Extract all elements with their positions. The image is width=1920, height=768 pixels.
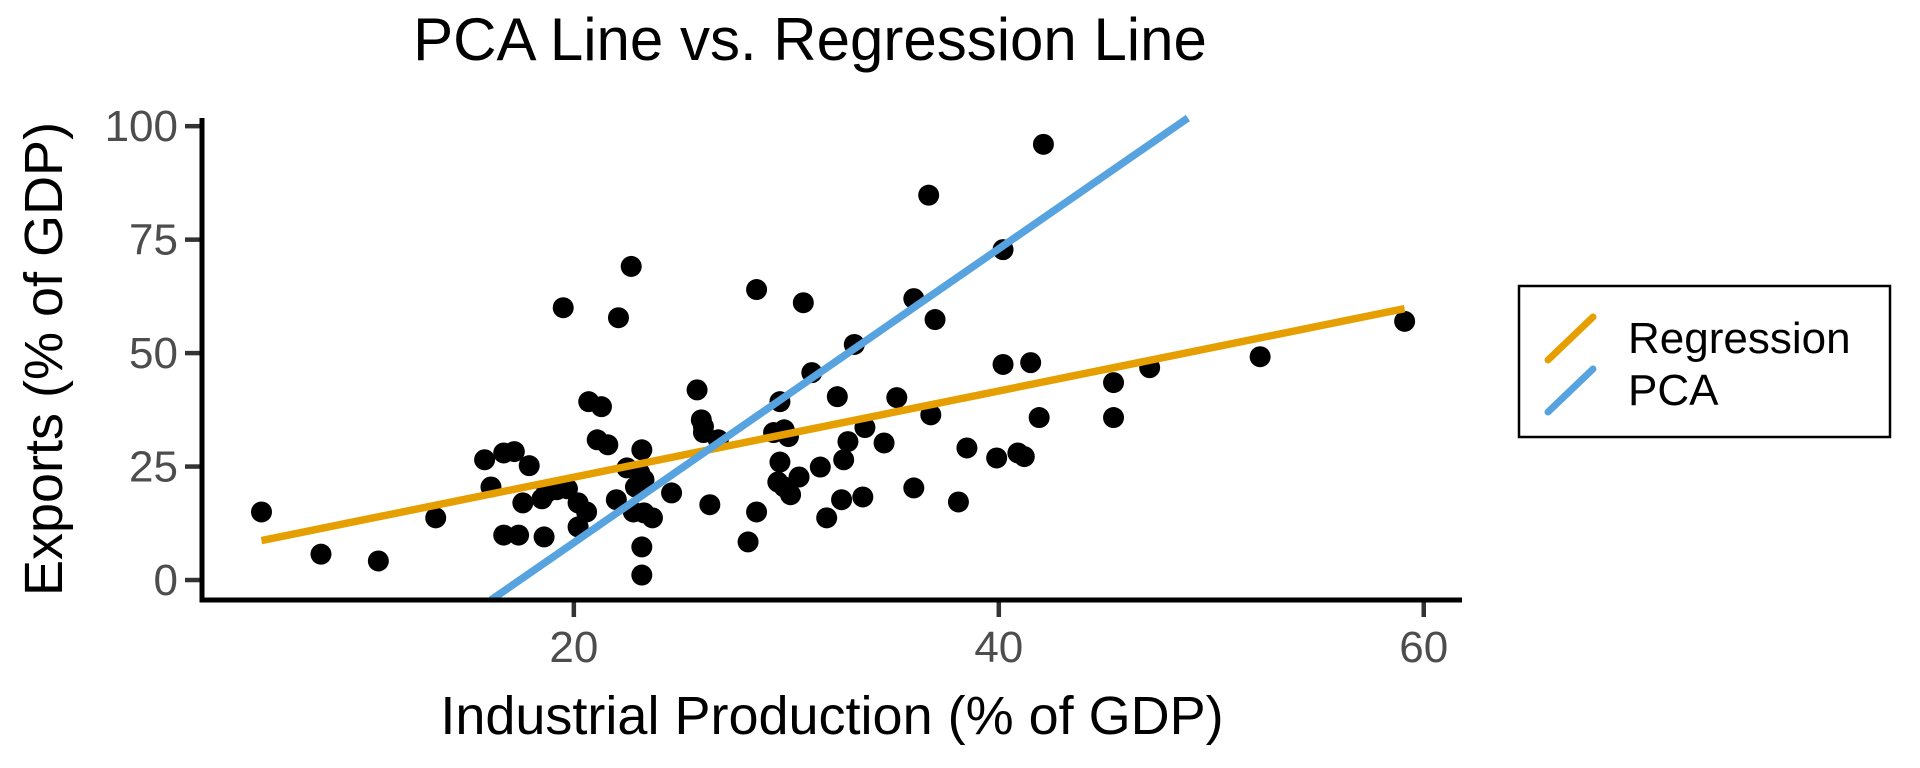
data-point: [809, 456, 831, 478]
data-point: [737, 531, 759, 553]
data-point: [1028, 407, 1050, 429]
legend-swatch-regression: [1544, 313, 1597, 364]
data-point: [1103, 407, 1125, 429]
data-point: [986, 447, 1008, 469]
legend-box: [1517, 284, 1892, 439]
fit-lines: [260, 114, 1406, 604]
data-point: [552, 297, 574, 319]
data-point: [686, 379, 708, 401]
data-point: [886, 387, 908, 409]
y-tick-label: 50: [129, 329, 178, 378]
data-point: [474, 449, 496, 471]
data-point: [816, 507, 838, 529]
legend-swatch-pca: [1544, 365, 1597, 416]
data-point: [1032, 133, 1054, 155]
data-point: [631, 564, 653, 586]
data-point: [1020, 352, 1042, 374]
data-point: [631, 536, 653, 558]
x-tick-label: 20: [549, 623, 598, 672]
data-point: [769, 451, 791, 473]
data-point: [852, 486, 874, 508]
data-point: [956, 437, 978, 459]
data-point: [310, 543, 332, 565]
data-point: [837, 431, 859, 453]
data-point: [1013, 446, 1035, 468]
data-point: [792, 292, 814, 314]
y-tick-label: 0: [154, 556, 178, 605]
data-point: [1103, 372, 1125, 394]
data-point: [518, 455, 540, 477]
data-point: [1394, 310, 1416, 332]
y-tick-label: 100: [105, 102, 178, 151]
data-point: [924, 309, 946, 331]
data-point: [661, 482, 683, 504]
legend: Regression PCA: [1517, 284, 1892, 439]
data-point: [590, 396, 612, 418]
data-point: [918, 184, 940, 206]
y-axis-title: Exports (% of GDP): [14, 122, 74, 596]
x-tick-label: 40: [974, 623, 1023, 672]
y-tick-label: 75: [129, 216, 178, 265]
data-point: [746, 501, 768, 523]
data-point: [597, 434, 619, 456]
data-point: [631, 439, 653, 461]
data-point: [833, 449, 855, 471]
axis-ticks: 20 40 60 0 25 50 75 100: [105, 102, 1449, 672]
data-point: [699, 494, 721, 516]
data-point: [873, 432, 895, 454]
data-point: [780, 484, 802, 506]
data-point: [605, 489, 627, 511]
y-tick-label: 25: [129, 443, 178, 492]
data-point: [633, 469, 655, 491]
data-point: [493, 524, 515, 546]
pca-line: [488, 114, 1191, 604]
data-point: [503, 441, 525, 463]
data-point: [607, 307, 629, 329]
data-point: [831, 489, 853, 511]
legend-label-regression: Regression: [1628, 314, 1851, 363]
data-point: [1249, 346, 1271, 368]
chart-title: PCA Line vs. Regression Line: [413, 6, 1207, 73]
data-point: [367, 550, 389, 572]
data-point: [641, 507, 663, 529]
data-point: [947, 491, 969, 513]
data-point: [992, 353, 1014, 375]
data-point: [788, 466, 810, 488]
data-point: [512, 492, 534, 514]
data-point: [250, 501, 272, 523]
data-point: [425, 507, 447, 529]
data-point: [746, 279, 768, 301]
data-point: [533, 526, 555, 548]
data-point: [620, 255, 642, 277]
x-tick-label: 60: [1399, 623, 1448, 672]
data-point: [508, 524, 530, 546]
regression-line: [260, 304, 1406, 545]
data-point: [903, 477, 925, 499]
x-axis-title: Industrial Production (% of GDP): [440, 686, 1223, 746]
legend-label-pca: PCA: [1628, 366, 1719, 415]
data-point: [826, 386, 848, 408]
